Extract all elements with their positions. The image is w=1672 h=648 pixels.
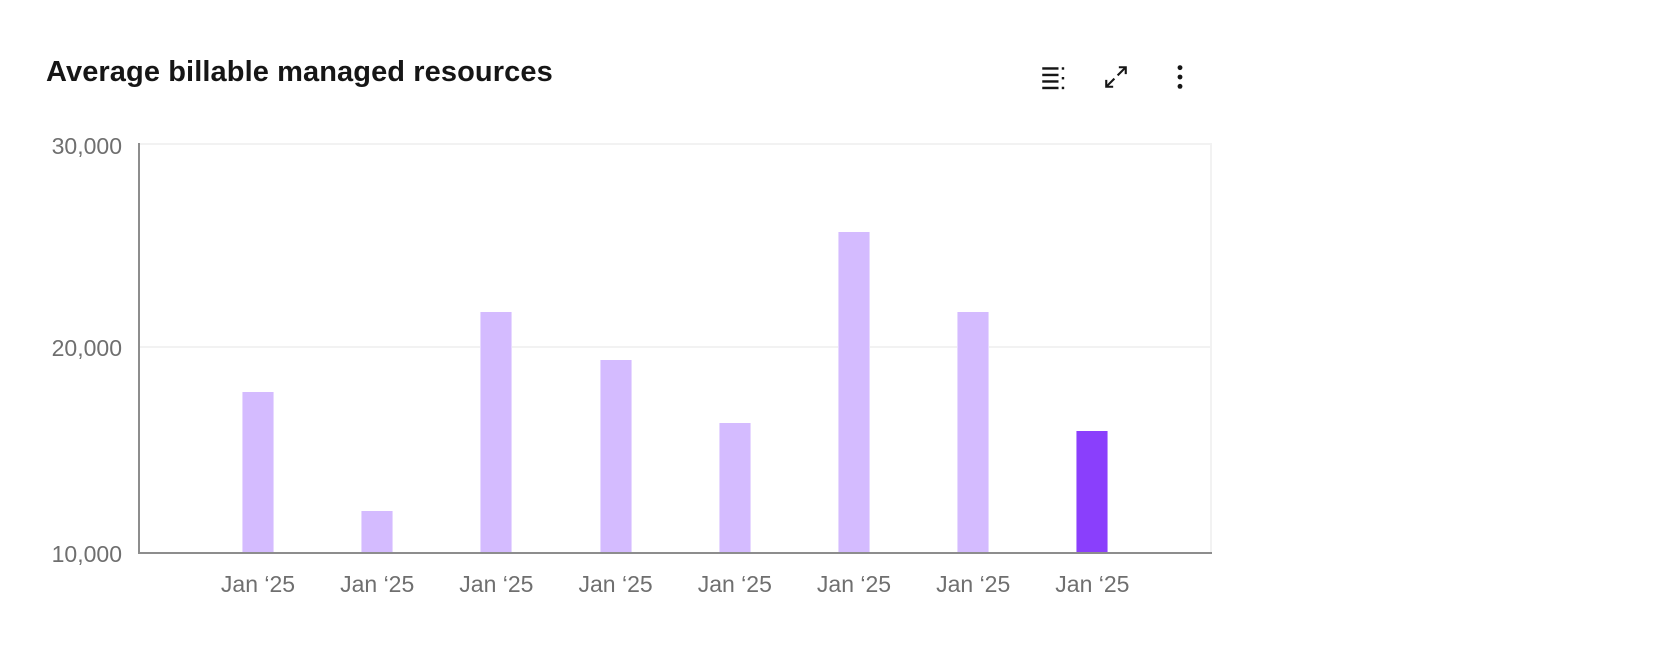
x-axis-label: Jan ‘25 [340, 571, 415, 597]
chart-title: Average billable managed resources [46, 56, 553, 88]
bar[interactable] [838, 232, 870, 552]
overflow-menu-button[interactable] [1156, 53, 1204, 101]
bar[interactable] [242, 391, 274, 552]
x-axis-label: Jan ‘25 [936, 571, 1011, 597]
bar[interactable] [718, 423, 751, 552]
table-of-contents-icon [1039, 64, 1065, 90]
x-axis-label: Jan ‘25 [220, 571, 296, 597]
x-axis-line [138, 552, 1212, 554]
bar[interactable] [599, 359, 632, 552]
bar[interactable] [957, 311, 990, 552]
x-axis-label: Jan ‘25 [816, 571, 892, 597]
bar[interactable] [1076, 431, 1109, 552]
gridline [138, 346, 1212, 348]
y-axis-tick-label: 20,000 [51, 335, 122, 361]
y-axis-line [138, 143, 140, 552]
y-axis-tick-label: 10,000 [51, 541, 122, 567]
show-as-table-button[interactable] [1028, 53, 1076, 101]
plot-right-border [1210, 143, 1212, 552]
x-axis-label: Jan ‘25 [697, 571, 772, 597]
bar[interactable] [361, 511, 394, 552]
y-axis-tick-label: 30,000 [51, 133, 122, 159]
plot-area [138, 143, 1212, 554]
bar[interactable] [480, 311, 513, 552]
chart-toolbar [1028, 53, 1204, 101]
expand-button[interactable] [1092, 53, 1140, 101]
gridline [138, 143, 1212, 145]
overflow-menu-icon [1167, 64, 1193, 90]
expand-icon [1103, 64, 1129, 90]
x-axis-label: Jan ‘25 [1055, 571, 1130, 597]
x-axis-label: Jan ‘25 [578, 571, 653, 597]
x-axis-label: Jan ‘25 [459, 571, 534, 597]
